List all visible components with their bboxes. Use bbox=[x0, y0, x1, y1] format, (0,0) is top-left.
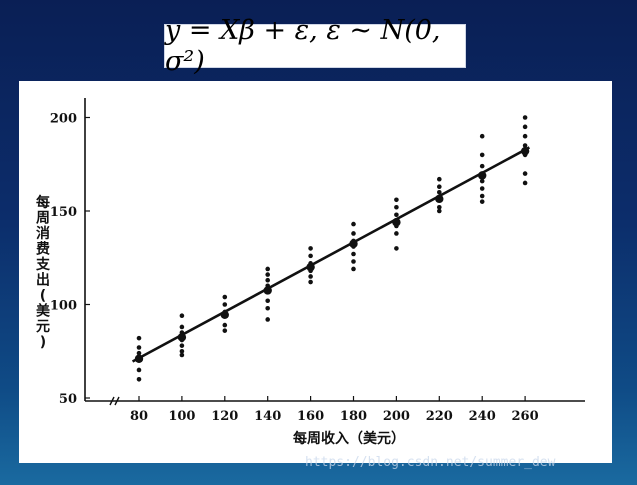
data-point bbox=[522, 115, 528, 120]
regression-line-layer bbox=[131, 146, 531, 363]
scatter-chart: 80 100 120 140 160 180 200 220 240 260 50 100 150 200… bbox=[35, 98, 585, 447]
conditional-mean-point bbox=[177, 333, 187, 342]
data-point bbox=[394, 246, 399, 251]
y-tick-label: 50 bbox=[59, 392, 77, 407]
x-tick-label: 120 bbox=[211, 409, 238, 424]
data-point bbox=[179, 324, 185, 330]
conditional-mean-point bbox=[478, 171, 487, 180]
y-tick-label: 150 bbox=[50, 205, 77, 220]
x-tick-label: 220 bbox=[426, 409, 453, 424]
data-point bbox=[179, 352, 185, 358]
data-point bbox=[308, 274, 313, 279]
data-point bbox=[222, 322, 228, 328]
x-tick-label: 80 bbox=[130, 409, 148, 424]
x-tick-label: 240 bbox=[469, 409, 496, 424]
data-point bbox=[479, 199, 485, 204]
conditional-mean-point bbox=[263, 286, 272, 295]
data-point bbox=[265, 305, 270, 311]
data-point bbox=[479, 133, 485, 139]
data-point bbox=[136, 350, 142, 356]
data-points bbox=[136, 115, 528, 382]
data-point bbox=[437, 184, 442, 189]
conditional-means bbox=[134, 146, 530, 363]
x-tick-label: 140 bbox=[254, 409, 281, 424]
formula-box: y = Xβ + ε, ε ~ N(0, σ²) bbox=[164, 15, 466, 77]
data-point bbox=[222, 328, 228, 333]
conditional-mean-point bbox=[134, 354, 144, 363]
watermark: https://blog.csdn.net/summer_dew bbox=[305, 455, 556, 470]
data-point bbox=[265, 277, 270, 283]
data-point bbox=[265, 317, 270, 322]
data-point bbox=[222, 294, 228, 300]
data-point bbox=[136, 377, 142, 382]
data-point bbox=[136, 367, 142, 373]
data-point bbox=[179, 313, 185, 319]
regression-line bbox=[131, 146, 531, 363]
data-point bbox=[522, 143, 528, 148]
data-point bbox=[394, 212, 399, 218]
data-point bbox=[351, 231, 356, 236]
data-point bbox=[437, 204, 442, 210]
data-point bbox=[522, 171, 528, 176]
regression-formula: y = Xβ + ε, ε ~ N(0, σ²) bbox=[165, 15, 441, 77]
conditional-mean-point bbox=[392, 218, 401, 227]
data-point bbox=[351, 266, 356, 272]
conditional-mean-point bbox=[306, 262, 315, 272]
data-point bbox=[437, 176, 442, 182]
data-point bbox=[479, 178, 485, 184]
data-point bbox=[265, 266, 270, 272]
data-point bbox=[479, 152, 485, 158]
data-point bbox=[351, 221, 356, 227]
x-tick-label: 180 bbox=[340, 409, 367, 424]
data-point bbox=[522, 133, 528, 139]
conditional-mean-point bbox=[520, 146, 530, 156]
data-point bbox=[308, 246, 313, 251]
chart-panel: 80 100 120 140 160 180 200 220 240 260 50 100 150 200… bbox=[19, 81, 612, 463]
x-tick-label: 260 bbox=[512, 409, 539, 424]
data-point bbox=[437, 208, 442, 214]
y-tick-label: 100 bbox=[50, 299, 77, 314]
data-point bbox=[479, 163, 485, 169]
data-point bbox=[522, 180, 528, 186]
data-point bbox=[351, 251, 356, 257]
y-tick-label: 200 bbox=[50, 112, 77, 127]
data-point bbox=[265, 272, 270, 277]
conditional-mean-point bbox=[349, 239, 358, 248]
conditional-mean-point bbox=[435, 194, 444, 204]
x-tick-label: 160 bbox=[297, 409, 324, 424]
axis-break-mark bbox=[114, 396, 120, 406]
y-axis-label: 每周消费支出(美元) bbox=[35, 194, 51, 351]
data-point bbox=[179, 343, 185, 348]
data-point bbox=[479, 193, 485, 199]
axes bbox=[84, 98, 585, 406]
x-tick-label: 200 bbox=[383, 409, 410, 424]
data-point bbox=[136, 345, 142, 350]
data-point bbox=[265, 298, 270, 304]
data-point bbox=[479, 186, 485, 191]
data-point bbox=[222, 302, 228, 307]
data-point bbox=[179, 348, 185, 354]
ticks: 80 100 120 140 160 180 200 220 240 260 50 100 150 200 bbox=[50, 112, 539, 425]
data-point bbox=[394, 204, 399, 210]
conditional-mean-point bbox=[220, 310, 229, 319]
data-point bbox=[351, 259, 356, 264]
data-point bbox=[308, 253, 313, 259]
data-point bbox=[522, 124, 528, 130]
x-axis-label: 每周收入（美元） bbox=[293, 430, 405, 447]
data-point bbox=[136, 335, 142, 341]
data-point bbox=[437, 190, 442, 195]
data-point bbox=[308, 279, 313, 285]
x-tick-label: 100 bbox=[168, 409, 195, 424]
axis-break-mark bbox=[109, 396, 115, 406]
data-point bbox=[394, 231, 399, 236]
data-point bbox=[394, 197, 399, 203]
